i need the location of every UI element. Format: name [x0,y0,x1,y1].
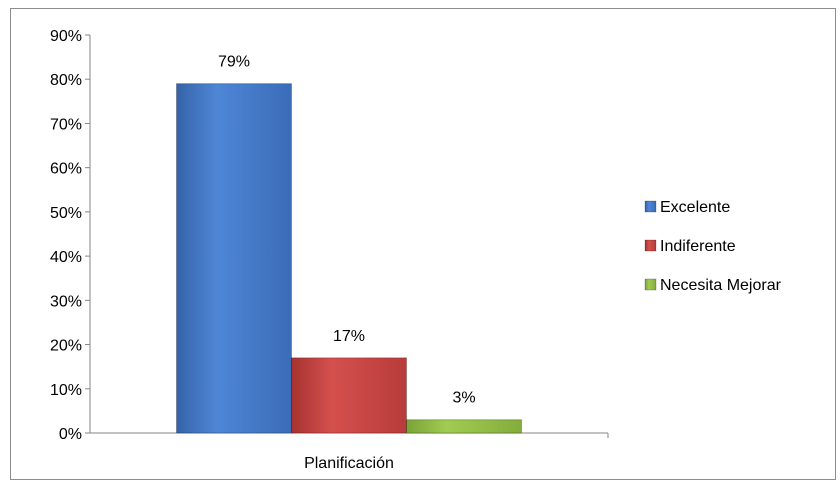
y-tick-label: 0% [59,426,82,443]
y-tick-label: 60% [50,161,82,178]
x-axis: Planificación [90,432,609,472]
y-axis: 0% 10% 20% 30% 40% 50% 60% 70% 80% 90% [50,28,91,443]
y-tick-label: 50% [50,205,82,222]
chart-frame: 0% 10% 20% 30% 40% 50% 60% 70% 80% 90% Planificac… [10,8,836,480]
legend-swatch [644,200,657,213]
y-tick-label: 20% [50,338,82,355]
bars: 79% 17% 3% [176,54,522,434]
bar-chart: 0% 10% 20% 30% 40% 50% 60% 70% 80% 90% Planificac… [50,28,782,472]
y-tick-label: 40% [50,249,82,266]
x-category-label: Planificación [304,455,394,472]
y-tick-label: 30% [50,293,82,310]
y-tick-label: 80% [50,72,82,89]
legend-label: Necesita Mejorar [660,277,782,294]
y-tick-label: 90% [50,28,82,45]
legend: Excelente Indiferente Necesita Mejorar [644,199,782,294]
legend-swatch [644,278,657,291]
legend-swatch [644,239,657,252]
y-tick-label: 70% [50,116,82,133]
bar-excelente [176,83,292,434]
data-label: 3% [452,390,475,407]
legend-label: Indiferente [660,238,736,255]
data-label: 79% [218,54,250,71]
bar-indiferente [291,357,407,434]
legend-label: Excelente [660,199,730,216]
data-label: 17% [333,328,365,345]
y-tick-label: 10% [50,382,82,399]
bar-necesita-mejorar [406,419,522,434]
